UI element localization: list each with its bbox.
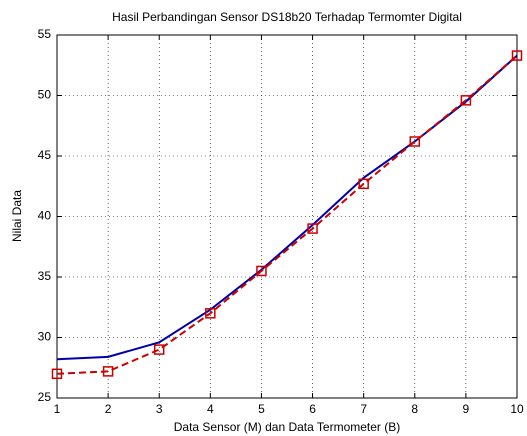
x-tick-label: 1: [54, 402, 61, 416]
data-point: [102, 366, 114, 377]
data-point: [256, 265, 267, 277]
y-tick-label: 40: [38, 209, 52, 223]
y-axis-label: Nilai Data: [10, 190, 24, 242]
y-tick-label: 45: [38, 148, 52, 162]
x-axis-label: Data Sensor (M) dan Data Termometer (B): [174, 420, 401, 434]
series-line: [56, 54, 518, 375]
data-point: [409, 136, 421, 147]
data-point: [51, 368, 63, 380]
y-tick-label: 25: [38, 390, 52, 404]
x-tick-label: 8: [411, 402, 418, 416]
plot-frame: [56, 34, 518, 399]
x-tick-label: 6: [309, 402, 316, 416]
x-tick-label: 3: [156, 402, 163, 416]
y-tick-label: 35: [38, 269, 52, 283]
data-point: [511, 50, 523, 61]
data-point: [460, 95, 472, 106]
data-point: [358, 178, 369, 190]
x-tick-label: 5: [258, 402, 265, 416]
x-tick-label: 2: [105, 402, 112, 416]
x-tick-label: 4: [207, 402, 214, 416]
x-tick-label: 10: [510, 402, 524, 416]
data-point: [205, 308, 216, 319]
x-tick-label: 9: [463, 402, 470, 416]
data-point: [307, 223, 318, 234]
x-tick-label: 7: [360, 402, 367, 416]
y-tick-label: 55: [38, 27, 52, 41]
chart-title: Hasil Perbandingan Sensor DS18b20 Terhad…: [112, 10, 462, 24]
y-tick-label: 50: [38, 88, 52, 102]
data-point: [153, 344, 165, 355]
y-tick-label: 30: [38, 330, 52, 344]
